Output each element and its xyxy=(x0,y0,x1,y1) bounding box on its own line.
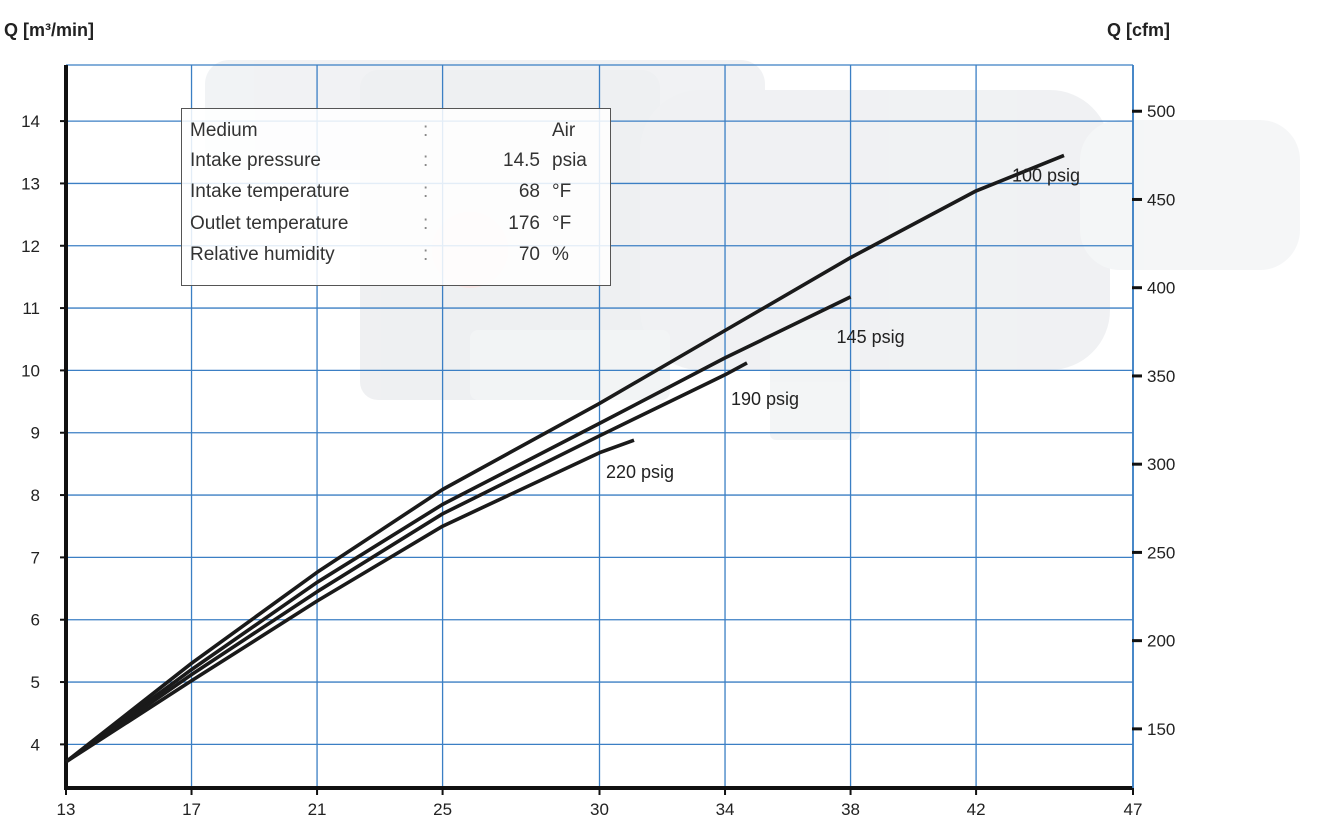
y-tick-label: 8 xyxy=(31,486,40,505)
info-value: 14.5 xyxy=(503,150,540,171)
info-row-outlet-temperature: Outlet temperature : 176 °F xyxy=(190,213,602,243)
info-unit: °F xyxy=(552,181,572,202)
y-tick-label: 11 xyxy=(22,299,40,318)
info-value: 176 xyxy=(508,213,540,234)
info-label: Intake temperature xyxy=(190,181,350,202)
info-separator: : xyxy=(423,150,429,171)
info-unit: psia xyxy=(552,150,587,171)
x-tick-label: 42 xyxy=(967,800,986,819)
x-tick-label: 47 xyxy=(1124,800,1143,819)
info-separator: : xyxy=(423,213,429,234)
y-tick-label: 13 xyxy=(21,174,40,193)
info-separator: : xyxy=(423,181,429,202)
info-label: Relative humidity xyxy=(190,244,335,265)
info-row-medium: Medium : Air xyxy=(190,120,602,150)
series-lines: 100 psig 145 psig 190 psig 220 psig xyxy=(64,153,1080,764)
series-label: 145 psig xyxy=(837,327,905,347)
info-separator: : xyxy=(423,244,429,265)
y-tick-label: 5 xyxy=(31,673,40,692)
x-tick-label: 30 xyxy=(590,800,609,819)
info-separator: : xyxy=(423,120,429,141)
y2-tick-label: 400 xyxy=(1147,279,1175,298)
y-tick-label: 10 xyxy=(21,361,40,380)
info-value: 68 xyxy=(518,181,540,202)
y2-tick-label: 200 xyxy=(1147,632,1175,651)
y2-tick-label: 250 xyxy=(1147,543,1175,562)
y-axis-title: Q [m³/min] xyxy=(4,20,94,40)
y-tick-label: 7 xyxy=(31,548,40,567)
series-label: 220 psig xyxy=(606,462,674,482)
y-tick-label: 6 xyxy=(31,611,40,630)
y-tick-label: 4 xyxy=(31,735,40,754)
series-line xyxy=(64,361,748,764)
x-tick-label: 38 xyxy=(841,800,860,819)
y2-tick-label: 350 xyxy=(1147,367,1175,386)
x-tick-label: 34 xyxy=(716,800,735,819)
info-row-intake-temperature: Intake temperature : 68 °F xyxy=(190,181,602,211)
info-unit: °F xyxy=(552,213,572,234)
info-unit: % xyxy=(552,244,569,265)
x-tick-label: 21 xyxy=(308,800,327,819)
y2-tick-label: 300 xyxy=(1147,455,1175,474)
info-row-intake-pressure: Intake pressure : 14.5 psia xyxy=(190,150,602,180)
info-label: Outlet temperature xyxy=(190,213,349,234)
axes xyxy=(60,65,1142,795)
x-tick-label: 17 xyxy=(182,800,201,819)
y-tick-label: 9 xyxy=(31,424,40,443)
info-value: 70 xyxy=(518,244,540,265)
y-tick-label: 14 xyxy=(21,112,40,131)
x-tick-label: 13 xyxy=(57,800,76,819)
series-label: 190 psig xyxy=(731,389,799,409)
y2-axis-title: Q [cfm] xyxy=(1107,20,1170,40)
series-label: 100 psig xyxy=(1012,165,1080,185)
y2-tick-label: 500 xyxy=(1147,102,1175,121)
info-label: Intake pressure xyxy=(190,150,321,171)
series-line xyxy=(64,153,1065,764)
conditions-box: Medium : Air Intake pressure : 14.5 psia… xyxy=(181,108,611,286)
tick-labels: 13 17 21 25 30 34 38 42 47 4 5 6 7 8 9 10 11 12 13 14 150 200… xyxy=(21,102,1175,819)
info-row-relative-humidity: Relative humidity : 70 % xyxy=(190,244,602,274)
y-tick-label: 12 xyxy=(21,237,40,256)
series-line xyxy=(65,438,635,764)
info-label: Medium xyxy=(190,120,258,141)
x-tick-label: 25 xyxy=(433,800,452,819)
info-unit: Air xyxy=(552,120,576,141)
series-line xyxy=(64,295,852,764)
y2-tick-label: 150 xyxy=(1147,720,1175,739)
y2-tick-label: 450 xyxy=(1147,190,1175,209)
